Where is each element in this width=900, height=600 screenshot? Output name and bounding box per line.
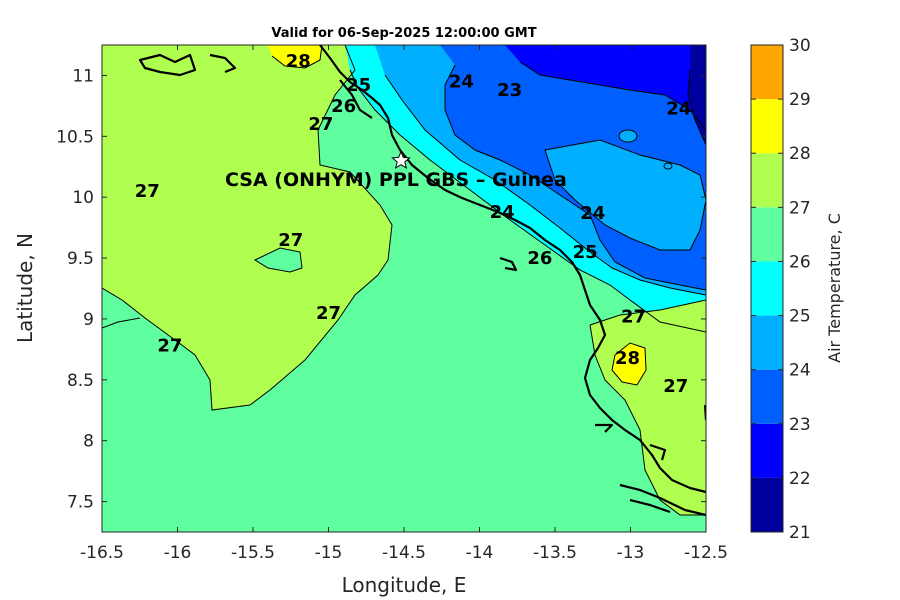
temperature-band-26-patch — [255, 248, 302, 272]
contour-label: 28 — [286, 51, 311, 72]
isotherm-lines — [102, 45, 706, 516]
colorbar-swatch — [751, 153, 783, 208]
colorbar-tick-label: 23 — [789, 415, 811, 435]
contour-label: 24 — [580, 203, 605, 224]
colorbar-ticks: 21 22 23 24 25 26 27 28 29 30 — [751, 36, 811, 543]
contour-label: 27 — [157, 336, 182, 357]
colorbar-tick-label: 26 — [789, 252, 811, 272]
y-axis-ticks: 7.5 8 8.5 9 9.5 10 10.5 11 — [56, 66, 706, 513]
temperature-pocket — [664, 163, 672, 169]
contour-label: 27 — [663, 376, 688, 397]
colorbar-swatch — [751, 261, 783, 316]
x-tick-label: -16 — [164, 543, 192, 563]
colorbar-frame — [750, 44, 784, 533]
x-tick-label: -14 — [466, 543, 494, 563]
contour-label: 24 — [449, 72, 474, 93]
temperature-pocket — [619, 130, 637, 142]
y-tick-label: 10.5 — [56, 127, 94, 147]
contour-label: 27 — [135, 181, 160, 202]
contour-label: 27 — [278, 230, 303, 251]
contour-label: 27 — [621, 307, 646, 328]
contour-label: 24 — [490, 202, 515, 223]
x-tick-label: -14.5 — [382, 543, 426, 563]
colorbar-swatch — [751, 423, 783, 478]
contour-label: 28 — [615, 348, 640, 369]
colorbar — [751, 45, 783, 532]
contour-label: 24 — [666, 98, 691, 119]
contour-label: 26 — [331, 96, 356, 117]
colorbar-swatch — [751, 207, 783, 262]
x-tick-label: -13 — [617, 543, 645, 563]
station-label: CSA (ONHYM) PPL GBS – Guinea — [225, 169, 567, 191]
map-title: Valid for 06-Sep-2025 12:00:00 GMT — [271, 26, 536, 41]
x-tick-label: -12.5 — [684, 543, 728, 563]
contour-label: 27 — [308, 114, 333, 135]
colorbar-swatch — [751, 369, 783, 424]
temperature-band-28-top — [268, 45, 322, 68]
colorbar-swatch — [751, 477, 783, 532]
x-tick-label: -13.5 — [533, 543, 577, 563]
colorbar-tick-label: 28 — [789, 144, 811, 164]
colorbar-tick-label: 27 — [789, 198, 811, 218]
colorbar-tick-label: 25 — [789, 307, 811, 327]
colorbar-tick-label: 29 — [789, 90, 811, 110]
y-tick-label: 11 — [72, 66, 94, 86]
contour-label: 26 — [527, 248, 552, 269]
contour-label: 27 — [316, 303, 341, 324]
x-tick-label: -15.5 — [231, 543, 275, 563]
y-axis-label: Latitude, N — [13, 233, 37, 343]
colorbar-label: Air Temperature, C — [825, 213, 844, 363]
x-axis-label: Longitude, E — [342, 573, 467, 597]
temperature-band-22 — [505, 45, 706, 130]
contour-label: 23 — [497, 80, 522, 101]
star-icon — [391, 150, 411, 169]
colorbar-swatch — [751, 99, 783, 154]
temperature-band-27-west — [102, 45, 392, 410]
temperature-band-28-spot — [612, 343, 646, 385]
y-tick-label: 8.5 — [67, 371, 94, 391]
y-tick-label: 8 — [83, 432, 94, 452]
y-tick-label: 10 — [72, 188, 94, 208]
colorbar-tick-label: 24 — [789, 361, 811, 381]
contour-label: 25 — [346, 75, 371, 96]
x-tick-label: -16.5 — [80, 543, 124, 563]
x-axis-ticks: -16.5 -16 -15.5 -15 -14.5 -14 -13.5 -13 -12.5 — [80, 45, 728, 563]
y-tick-label: 9.5 — [67, 249, 94, 269]
colorbar-tick-label: 22 — [789, 469, 811, 489]
colorbar-tick-label: 30 — [789, 36, 811, 56]
x-tick-label: -15 — [315, 543, 343, 563]
y-tick-label: 9 — [83, 310, 94, 330]
colorbar-swatch — [751, 45, 783, 100]
colorbar-swatch — [751, 315, 783, 370]
colorbar-tick-label: 21 — [789, 523, 811, 543]
temperature-band-26-corner — [102, 288, 140, 328]
contour-label: 25 — [573, 242, 598, 263]
y-tick-label: 7.5 — [67, 493, 94, 513]
temperature-band-21 — [688, 45, 706, 145]
